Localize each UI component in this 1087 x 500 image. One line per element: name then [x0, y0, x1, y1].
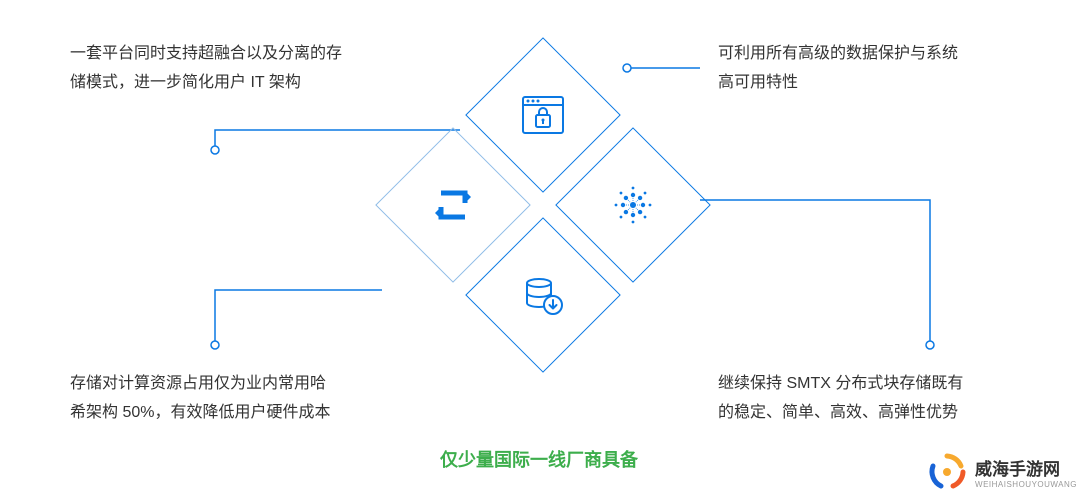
db-download-icon [517, 269, 569, 321]
connector-dot-tl [211, 146, 219, 154]
text-bottom-left: 存储对计算资源占用仅为业内常用哈希架构 50%，有效降低用户硬件成本 [70, 370, 380, 428]
connector-dot-br [926, 341, 934, 349]
text-top-left: 一套平台同时支持超融合以及分离的存储模式，进一步简化用户 IT 架构 [70, 40, 380, 98]
watermark: 威海手游网 WEIHAISHOUYOUWANG [927, 452, 1077, 492]
watermark-subtitle: WEIHAISHOUYOUWANG [975, 480, 1077, 489]
lock-window-icon [517, 89, 569, 141]
watermark-title: 威海手游网 [975, 455, 1077, 480]
connector-bl [215, 290, 382, 345]
watermark-logo-icon [927, 452, 967, 492]
connector-tl [215, 130, 460, 150]
text-bottom-right: 继续保持 SMTX 分布式块存储既有的稳定、简单、高效、高弹性优势 [718, 370, 1008, 428]
connector-dot-bl [211, 341, 219, 349]
text-top-right: 可利用所有高级的数据保护与系统高可用特性 [718, 40, 1008, 98]
connector-br [700, 200, 930, 345]
connector-dot-tr [623, 64, 631, 72]
footer-caption: 仅少量国际一线厂商具备 [440, 446, 638, 472]
recycle-arrows-icon [427, 179, 479, 231]
radial-dots-icon [607, 179, 659, 231]
